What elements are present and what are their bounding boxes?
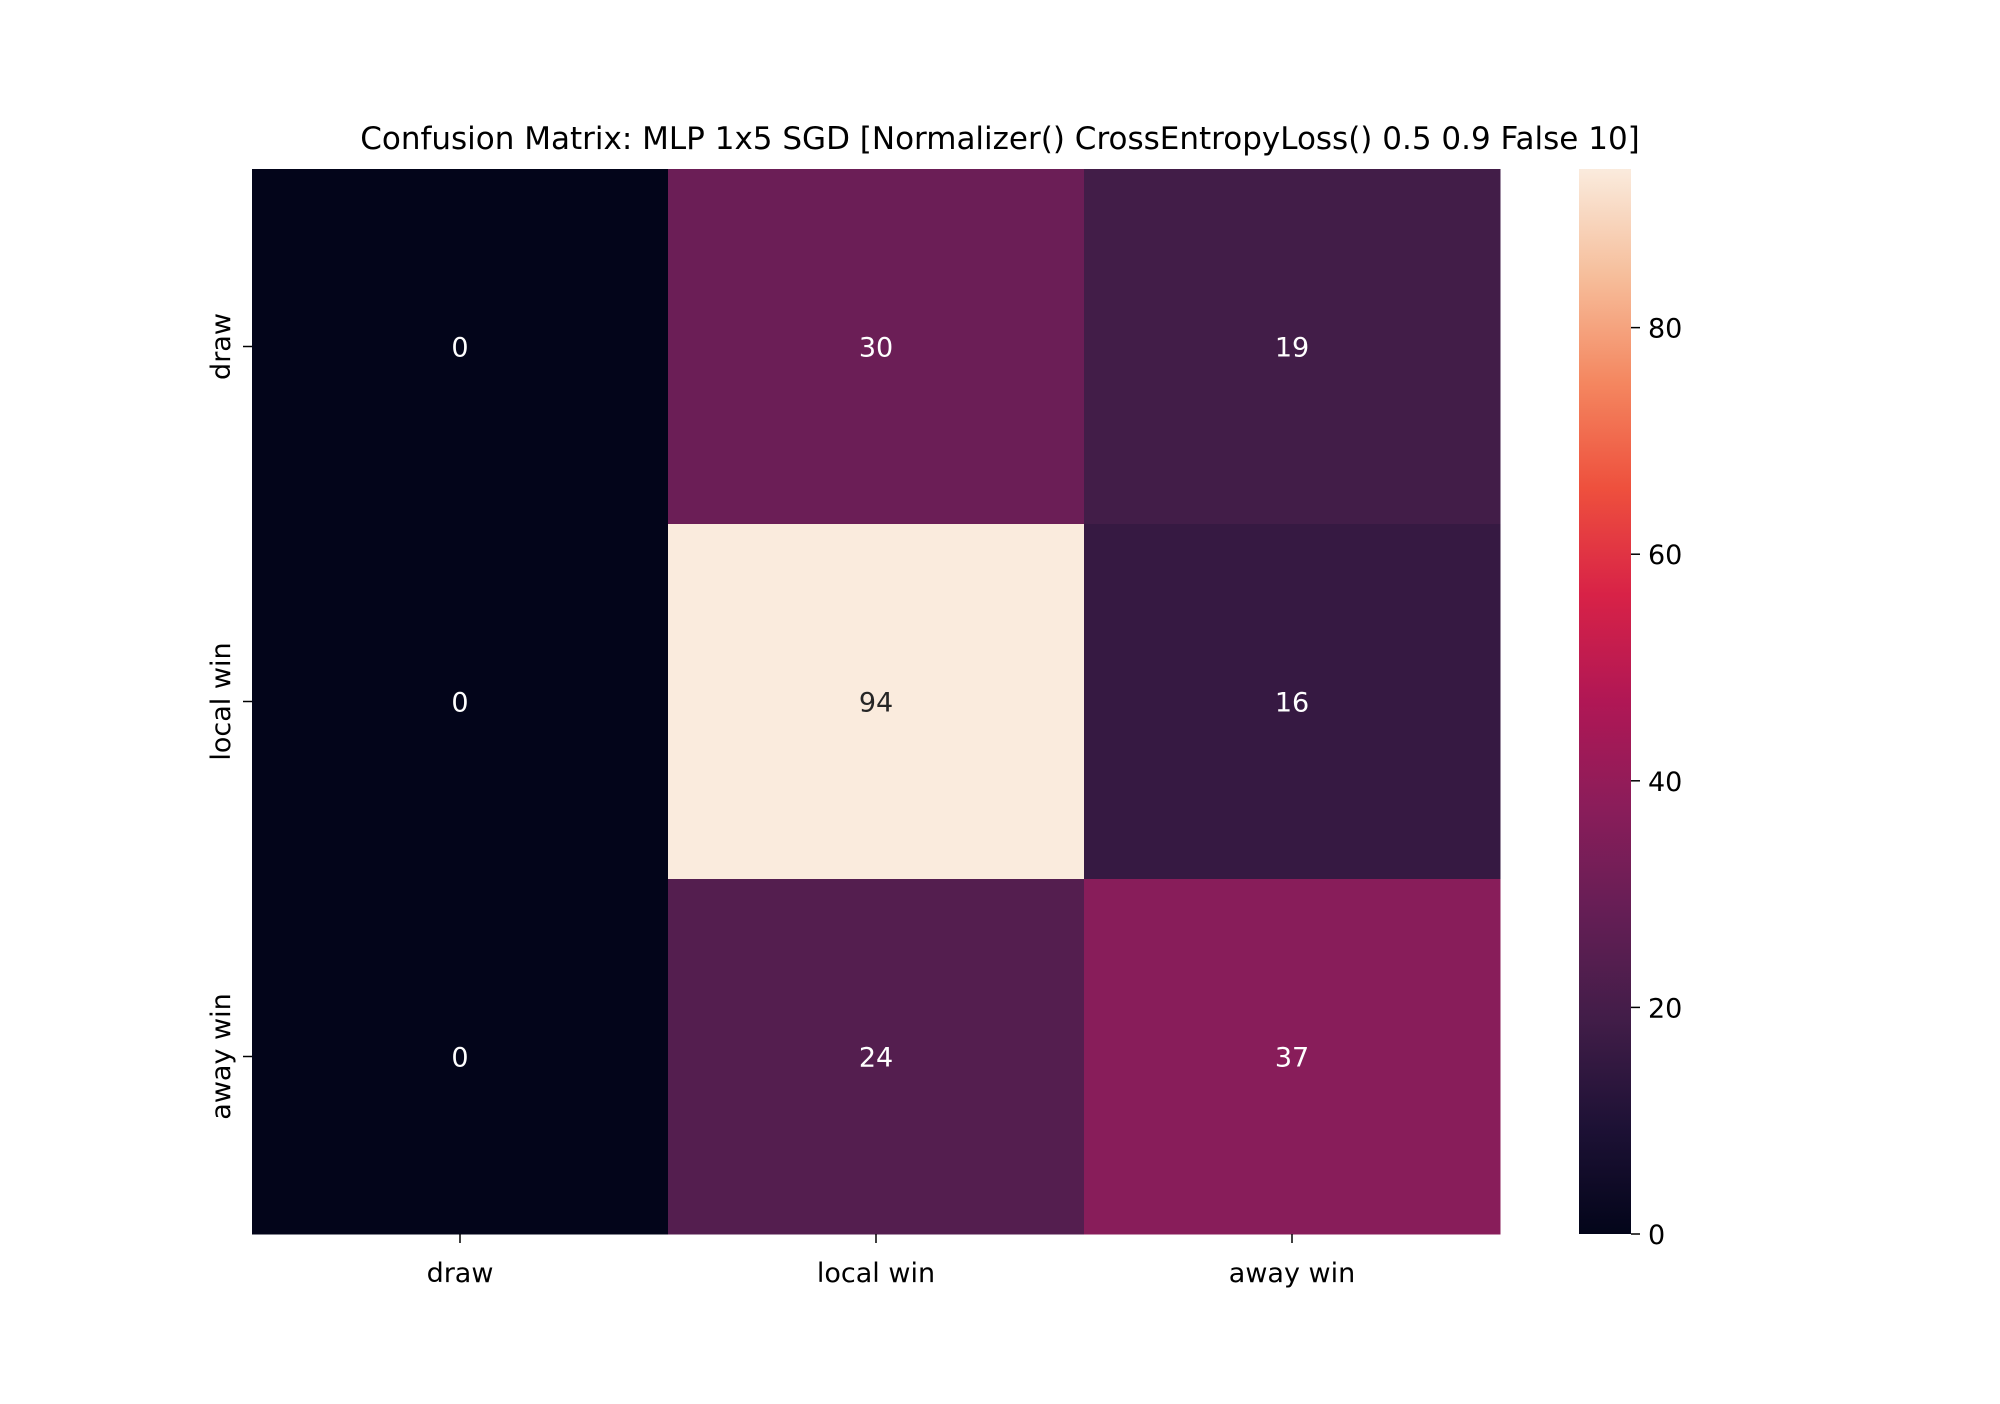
- heatmap-cell: [668, 879, 1085, 1235]
- y-tick-label: draw: [206, 313, 237, 380]
- y-tick-label: local win: [206, 642, 237, 760]
- cell-value-label: 0: [451, 688, 468, 719]
- x-tick-label: draw: [427, 1258, 494, 1289]
- cell-value-label: 0: [451, 333, 468, 364]
- heatmap-cell: [252, 524, 669, 880]
- cell-value-label: 24: [859, 1043, 893, 1074]
- colorbar-tick-label: 60: [1648, 540, 1682, 571]
- cell-value-label: 0: [451, 1043, 468, 1074]
- cell-value-label: 30: [859, 333, 893, 364]
- x-tick-label: away win: [1229, 1258, 1355, 1289]
- y-axis: draw local win away win: [206, 313, 252, 1120]
- cell-value-label: 19: [1275, 333, 1309, 364]
- heatmap-cells: [252, 169, 1501, 1235]
- colorbar-tick-label: 80: [1648, 314, 1682, 345]
- chart-title: Confusion Matrix: MLP 1x5 SGD [Normalize…: [360, 121, 1640, 157]
- cell-value-label: 94: [859, 688, 893, 719]
- colorbar-tick-label: 0: [1648, 1220, 1665, 1251]
- heatmap-cell: [668, 524, 1085, 880]
- colorbar: 0 20 40 60 80: [1579, 169, 1682, 1251]
- heatmap-cell: [252, 879, 669, 1235]
- heatmap-cell: [1084, 524, 1501, 880]
- heatmap-cell: [1084, 169, 1501, 525]
- x-tick-label: local win: [817, 1258, 935, 1289]
- cell-labels: 0 30 19 0 94 16 0 24 37: [451, 333, 1309, 1074]
- heatmap-cell: [252, 169, 669, 525]
- cell-value-label: 16: [1275, 688, 1309, 719]
- heatmap-cell: [1084, 879, 1501, 1235]
- x-axis: draw local win away win: [427, 1234, 1355, 1289]
- cell-value-label: 37: [1275, 1043, 1309, 1074]
- colorbar-tick-label: 20: [1648, 993, 1682, 1024]
- colorbar-gradient: [1579, 169, 1631, 1234]
- y-tick-label: away win: [206, 993, 237, 1119]
- colorbar-tick-label: 40: [1648, 767, 1682, 798]
- heatmap-cell: [668, 169, 1085, 525]
